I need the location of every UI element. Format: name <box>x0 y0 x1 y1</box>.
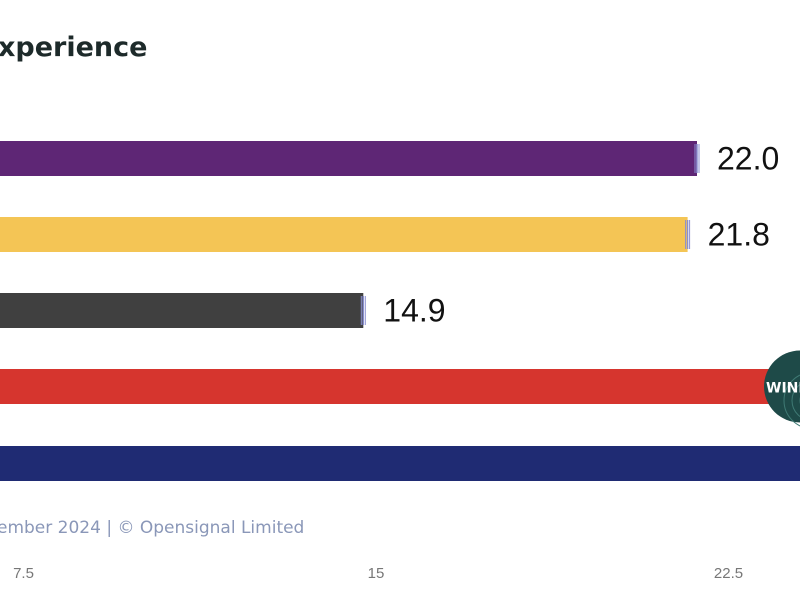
winner-badge-text: WINN <box>766 381 800 397</box>
value-label: 22.0 <box>717 141 779 177</box>
bar <box>0 141 697 176</box>
chart-footer: ember 2024 | © Opensignal Limited <box>0 518 305 538</box>
badge-ring <box>783 374 800 427</box>
bar <box>0 446 800 481</box>
x-tick-label: 7.5 <box>13 565 34 582</box>
bar <box>0 369 800 404</box>
value-label: 21.8 <box>708 217 770 253</box>
value-label: 14.9 <box>383 293 445 329</box>
x-tick-label: 22.5 <box>714 565 743 582</box>
winner-badge <box>764 350 800 423</box>
chart-title: xperience <box>0 32 148 63</box>
badge-ring <box>791 383 800 418</box>
x-tick-label: 15 <box>368 565 385 582</box>
bar <box>0 293 364 328</box>
bar <box>0 217 688 252</box>
